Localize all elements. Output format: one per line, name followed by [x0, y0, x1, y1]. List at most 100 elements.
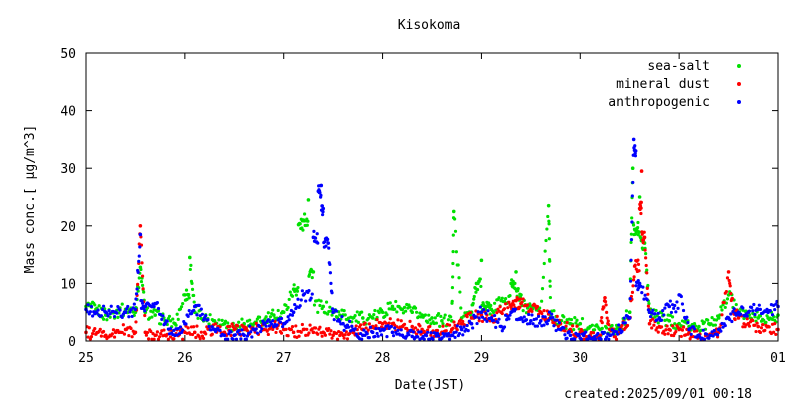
data-point — [168, 335, 173, 339]
data-point — [326, 312, 330, 316]
data-point — [204, 313, 208, 318]
data-point — [270, 322, 274, 326]
data-point — [286, 305, 290, 310]
data-point — [673, 322, 677, 326]
data-point — [103, 333, 108, 338]
data-point — [556, 324, 560, 329]
data-point — [312, 303, 317, 307]
data-point — [289, 327, 294, 332]
data-point — [543, 315, 547, 319]
data-point — [521, 297, 525, 301]
data-point — [127, 315, 131, 319]
data-point — [416, 335, 420, 339]
data-point — [296, 285, 300, 290]
data-point — [680, 328, 685, 332]
data-point — [181, 328, 185, 332]
data-point — [465, 323, 469, 328]
data-point — [186, 326, 190, 330]
data-point — [140, 283, 145, 287]
data-point — [231, 325, 235, 329]
data-point — [611, 332, 615, 336]
data-point — [604, 303, 608, 307]
data-point — [227, 332, 231, 336]
data-point — [116, 315, 120, 319]
data-point — [330, 291, 334, 295]
data-point — [431, 337, 435, 341]
data-point — [466, 329, 470, 333]
data-point — [730, 319, 734, 324]
data-point — [275, 323, 279, 327]
data-point — [438, 324, 442, 328]
data-point — [457, 276, 461, 280]
data-point — [359, 323, 363, 327]
data-point — [628, 279, 633, 283]
data-point — [296, 297, 300, 301]
data-point — [393, 307, 397, 311]
data-point — [680, 302, 685, 306]
data-point — [405, 326, 409, 331]
data-point — [292, 283, 296, 287]
data-point — [374, 327, 378, 331]
data-point — [101, 304, 106, 308]
data-point — [160, 317, 164, 321]
chart-title: Kisokoma — [398, 18, 461, 33]
data-point — [474, 315, 478, 319]
data-point — [507, 317, 511, 321]
y-tick-label: 40 — [60, 105, 76, 120]
data-point — [613, 335, 618, 339]
x-tick-label: 28 — [375, 351, 391, 366]
data-point — [522, 315, 526, 319]
data-point — [508, 313, 512, 317]
y-tick-label: 50 — [60, 47, 76, 62]
data-point — [644, 252, 648, 256]
data-point — [607, 337, 611, 341]
data-point — [592, 328, 597, 332]
data-point — [286, 334, 290, 338]
data-point — [140, 301, 145, 305]
data-point — [144, 333, 149, 337]
data-point — [390, 330, 395, 335]
data-point — [421, 334, 425, 339]
data-point — [728, 281, 732, 285]
data-point — [138, 245, 142, 249]
data-point — [728, 318, 732, 322]
data-point — [594, 337, 598, 341]
data-point — [716, 316, 721, 320]
data-point — [138, 232, 143, 237]
data-point — [632, 275, 636, 279]
data-point — [772, 330, 776, 334]
data-point — [577, 332, 581, 337]
data-point — [502, 299, 507, 303]
data-point — [188, 255, 192, 260]
data-point — [204, 332, 208, 336]
data-point — [284, 303, 288, 307]
data-point — [96, 308, 100, 312]
data-point — [404, 309, 408, 313]
data-point — [434, 321, 438, 325]
data-point — [663, 306, 667, 310]
data-point — [286, 315, 290, 319]
data-point — [603, 296, 607, 300]
data-point — [306, 219, 310, 223]
data-point — [599, 333, 603, 337]
legend-label: sea-salt — [647, 59, 710, 74]
data-point — [509, 281, 513, 286]
data-point — [733, 317, 737, 322]
data-point — [471, 326, 475, 330]
data-point — [542, 261, 546, 266]
data-point — [189, 263, 193, 267]
data-point — [156, 337, 161, 341]
data-point — [161, 314, 165, 318]
data-point — [293, 302, 297, 307]
data-point — [530, 309, 534, 314]
data-point — [366, 328, 370, 332]
data-point — [264, 324, 268, 328]
data-point — [375, 318, 379, 322]
data-point — [580, 317, 585, 321]
data-point — [88, 310, 92, 314]
data-point — [620, 323, 624, 328]
data-point — [756, 324, 761, 329]
data-point — [676, 306, 680, 310]
data-point — [341, 321, 345, 326]
data-point — [318, 303, 322, 308]
